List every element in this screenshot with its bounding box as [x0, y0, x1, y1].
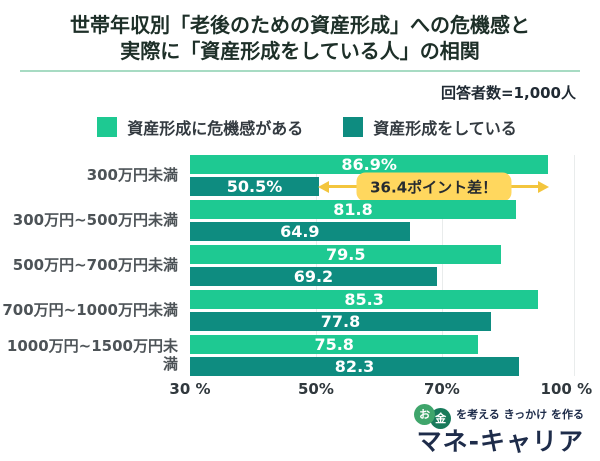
- gridline: [315, 155, 317, 376]
- legend-label: 資産形成をしている: [373, 119, 517, 138]
- bar-value-label: 64.9: [280, 221, 320, 241]
- title-divider: [20, 70, 580, 72]
- legend-item-1: 資産形成をしている: [343, 115, 517, 139]
- bar-crisis-awareness: 79.5: [190, 244, 502, 264]
- category-label: 300万円未満: [86, 165, 178, 184]
- chart-title: 世帯年収別「老後のための資産形成」への危機感と 実際に「資産形成をしている人」の相…: [10, 12, 590, 64]
- legend-item-0: 資産形成に危機感がある: [97, 115, 303, 139]
- bar-value-label: 86.9%: [341, 154, 397, 174]
- x-tick-label: 30 %: [169, 380, 211, 398]
- legend: 資産形成に危機感がある 資産形成をしている: [0, 115, 600, 139]
- bar-value-label: 50.5%: [226, 176, 283, 196]
- chart-row: 300万円未満 86.9% 50.5% 36.4ポイント差！: [0, 154, 600, 201]
- bar-group: 81.8 64.9: [190, 200, 574, 241]
- bar-group: 79.5 69.2: [190, 245, 574, 286]
- category-label: 300万円~500万円未満: [12, 210, 178, 229]
- legend-swatch-icon: [343, 117, 364, 137]
- bar-doing-asset-building: 82.3: [190, 356, 520, 376]
- bar-value-label: 69.2: [293, 266, 334, 286]
- x-tick-label: 50%: [297, 380, 334, 398]
- bar-value-label: 75.8: [314, 334, 354, 354]
- respondent-count: 回答者数=1,000人: [440, 84, 576, 102]
- bar-group: 85.3 77.8: [190, 290, 574, 331]
- bar-doing-asset-building: 77.8: [190, 311, 492, 331]
- coin-icon: お: [414, 403, 436, 425]
- grid-layer: [190, 155, 575, 376]
- gridline: [441, 155, 443, 376]
- brand-logo: お 金 を考える きっかけ を作る マネ-キャリア: [414, 403, 584, 456]
- x-axis: 30 % 50% 70% 100 %: [169, 380, 592, 402]
- coin-icon: 金: [430, 407, 452, 429]
- gridline: [574, 155, 575, 376]
- chart-title-line2: 実際に「資産形成をしている人」の相関: [120, 39, 480, 63]
- bar-doing-asset-building: 69.2: [190, 267, 437, 286]
- bar-group: 75.8 82.3: [190, 335, 574, 376]
- chart-title-line1: 世帯年収別「老後のための資産形成」への危機感と: [70, 13, 530, 37]
- bar-crisis-awareness: 86.9%: [190, 154, 549, 174]
- arrow-right-icon: [538, 180, 550, 193]
- bar-value-label: 77.8: [320, 311, 361, 331]
- difference-callout: 36.4ポイント差！: [356, 172, 512, 201]
- bar-crisis-awareness: 85.3: [190, 289, 539, 309]
- chart-row: 700万円~1000万円未満 85.3 77.8: [0, 290, 600, 331]
- category-label: 700万円~1000万円未満: [2, 300, 178, 319]
- bar-doing-asset-building: 64.9: [190, 222, 410, 241]
- bar-value-label: 85.3: [344, 289, 384, 309]
- bar-chart: 300万円未満 86.9% 50.5% 36.4ポイント差！ 300万円~500万円未満…: [0, 155, 600, 376]
- chart-row: 500万円~700万円未満 79.5 69.2: [0, 245, 600, 286]
- bar-crisis-awareness: 75.8: [190, 334, 479, 354]
- chart-row: 1000万円~1500万円未満 75.8 82.3: [0, 335, 600, 376]
- logo-tagline-row: お 金 を考える きっかけ を作る: [414, 403, 584, 429]
- bar-value-label: 82.3: [334, 356, 375, 376]
- category-label: 1000万円~1500万円未満: [6, 337, 178, 373]
- x-tick-label: 70%: [423, 380, 460, 398]
- bar-crisis-awareness: 81.8: [190, 199, 517, 219]
- legend-swatch-icon: [97, 117, 118, 137]
- logo-tagline: を考える きっかけ を作る: [456, 408, 584, 421]
- difference-annotation: 36.4ポイント差！: [318, 172, 550, 201]
- chart-row: 300万円~500万円未満 81.8 64.9: [0, 200, 600, 241]
- x-tick-label: 100 %: [540, 380, 593, 398]
- arrow-left-icon: [318, 180, 330, 193]
- legend-label: 資産形成に危機感がある: [127, 119, 304, 138]
- brand-name: マネ-キャリア: [416, 426, 584, 456]
- bar-value-label: 79.5: [325, 244, 366, 264]
- bar-doing-asset-building: 50.5%: [190, 176, 320, 196]
- bar-group: 86.9% 50.5% 36.4ポイント差！: [190, 154, 574, 201]
- bar-value-label: 81.8: [333, 199, 373, 219]
- category-label: 500万円~700万円未満: [12, 255, 178, 274]
